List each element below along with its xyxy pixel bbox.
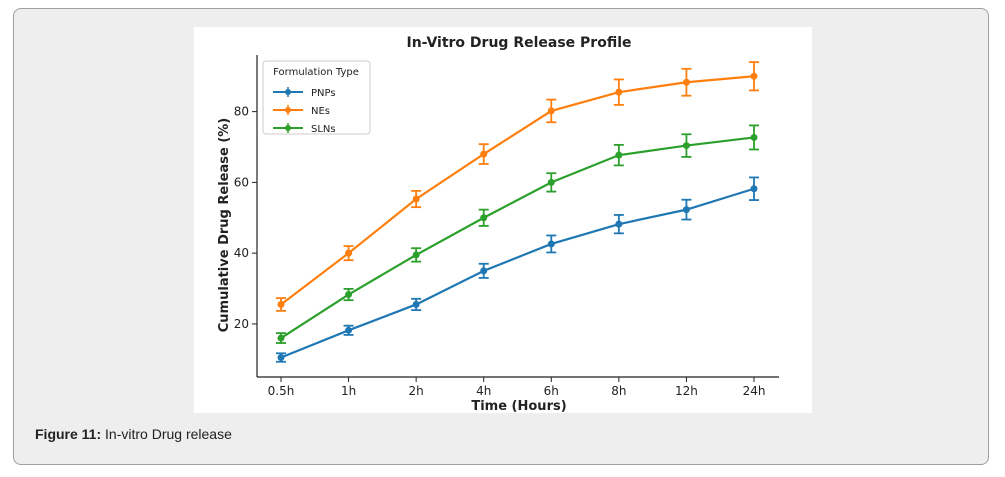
legend-swatch-marker bbox=[285, 125, 291, 131]
x-axis-label: Time (Hours) bbox=[471, 399, 566, 413]
data-point-nes bbox=[277, 300, 285, 308]
legend-item-nes: NEs bbox=[273, 105, 330, 117]
chart-title: In-Vitro Drug Release Profile bbox=[406, 35, 631, 51]
x-tick-label: 4h bbox=[476, 384, 491, 398]
legend-box bbox=[262, 60, 371, 135]
figure-caption: Figure 11: In-vitro Drug release bbox=[35, 426, 232, 442]
y-tick-label: 20 bbox=[234, 317, 249, 331]
y-tick-label: 60 bbox=[234, 175, 249, 189]
x-tick-label: 24h bbox=[743, 384, 766, 398]
x-tick-label: 2h bbox=[409, 384, 424, 398]
y-axis-label: Cumulative Drug Release (%) bbox=[217, 118, 232, 332]
x-tick-label: 0.5h bbox=[268, 384, 295, 398]
legend-swatch-marker bbox=[285, 89, 291, 95]
data-point-pnps bbox=[547, 240, 555, 248]
data-point-nes bbox=[615, 88, 623, 96]
data-point-slns bbox=[682, 142, 690, 150]
data-point-slns bbox=[750, 133, 758, 141]
data-point-pnps bbox=[277, 354, 285, 362]
series-line-nes bbox=[280, 75, 755, 306]
legend-swatch-marker bbox=[285, 107, 291, 113]
y-tick-label: 80 bbox=[234, 105, 249, 119]
chart-image: In-Vitro Drug Release Profile Time (Hour… bbox=[194, 27, 812, 414]
caption-text: In-vitro Drug release bbox=[101, 426, 232, 442]
data-point-slns bbox=[480, 214, 488, 222]
data-point-nes bbox=[345, 249, 353, 257]
data-point-nes bbox=[412, 195, 420, 203]
x-tick-label: 12h bbox=[675, 384, 698, 398]
legend-title: Formulation Type bbox=[273, 67, 359, 78]
data-point-pnps bbox=[750, 185, 758, 193]
data-point-nes bbox=[750, 72, 758, 80]
legend-label: NEs bbox=[311, 106, 330, 117]
x-tick-label: 6h bbox=[544, 384, 559, 398]
data-point-nes bbox=[480, 150, 488, 158]
x-tick-label: 8h bbox=[611, 384, 626, 398]
data-point-pnps bbox=[682, 206, 690, 214]
data-point-slns bbox=[277, 334, 285, 342]
plot-area: 20 40 60 80 0.5h 1h 2h 4h 6h 8h 12h 24h bbox=[234, 55, 779, 398]
y-tick-label: 40 bbox=[234, 246, 249, 260]
series-line-pnps bbox=[280, 187, 755, 359]
data-point-slns bbox=[615, 151, 623, 159]
x-tick-label: 1h bbox=[341, 384, 356, 398]
data-point-pnps bbox=[480, 267, 488, 275]
data-point-pnps bbox=[345, 326, 353, 334]
drug-release-chart: In-Vitro Drug Release Profile Time (Hour… bbox=[217, 35, 779, 414]
caption-label: Figure 11: bbox=[35, 426, 102, 442]
data-point-slns bbox=[345, 291, 353, 299]
legend-label: PNPs bbox=[311, 88, 336, 99]
figure-panel: In-Vitro Drug Release Profile Time (Hour… bbox=[13, 8, 989, 465]
legend-item-pnps: PNPs bbox=[273, 87, 336, 99]
data-point-slns bbox=[547, 178, 555, 186]
data-point-pnps bbox=[412, 300, 420, 308]
legend-item-slns: SLNs bbox=[273, 123, 336, 135]
data-point-slns bbox=[412, 251, 420, 259]
legend: Formulation Type PNPs NEs SLNs bbox=[262, 60, 371, 135]
data-point-nes bbox=[547, 107, 555, 115]
series-line-slns bbox=[280, 136, 755, 340]
data-point-nes bbox=[682, 78, 690, 86]
legend-label: SLNs bbox=[311, 124, 336, 135]
data-point-pnps bbox=[615, 220, 623, 228]
